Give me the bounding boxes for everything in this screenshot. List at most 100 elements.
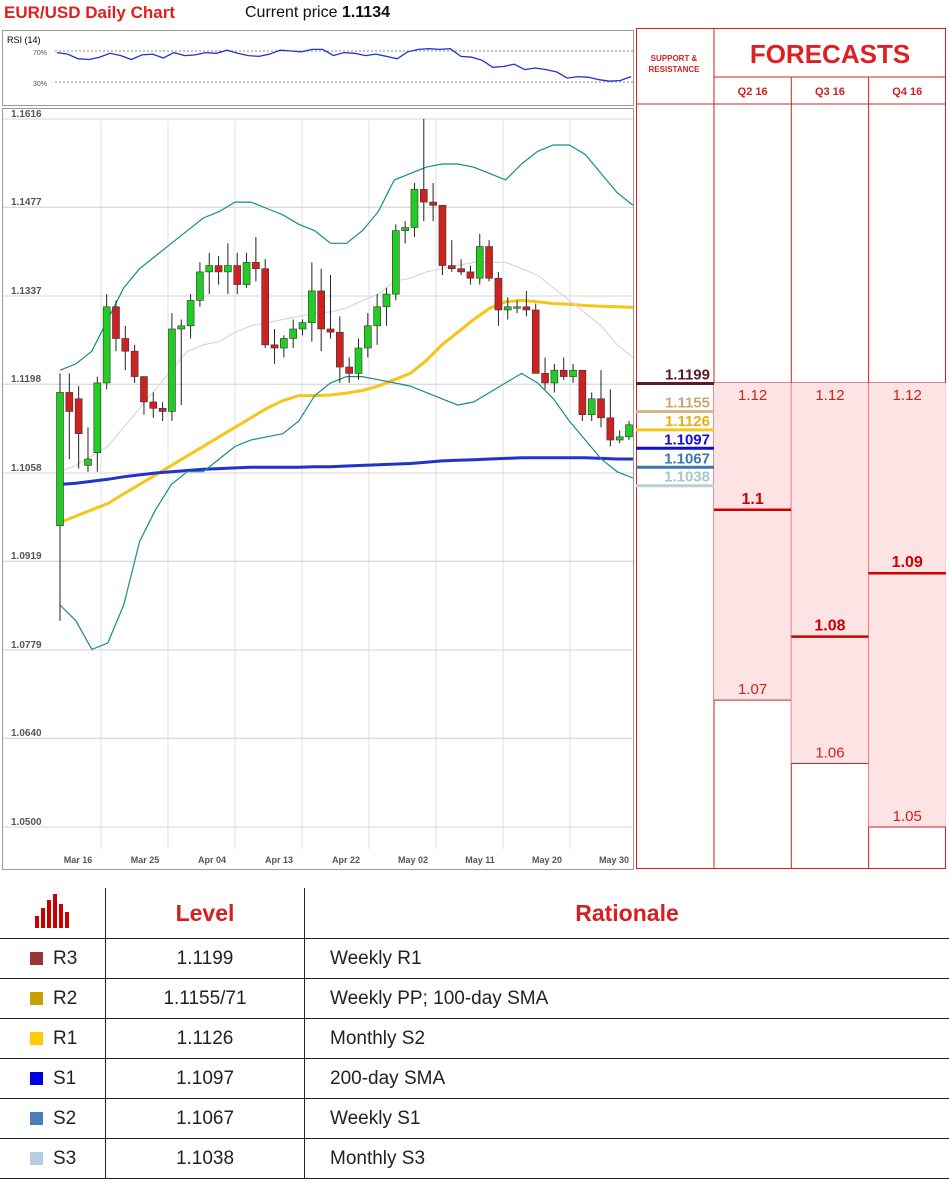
- candle: [364, 325, 372, 349]
- chart-title: EUR/USD Daily Chart: [4, 3, 175, 22]
- level-swatch: [30, 951, 43, 965]
- candle: [382, 293, 391, 308]
- candle: [130, 350, 139, 377]
- level-rationale: 200-day SMA: [304, 1058, 949, 1099]
- x-tick-label: May 02: [398, 855, 428, 865]
- y-tick-label: 1.1616: [11, 109, 42, 120]
- candle: [457, 268, 465, 273]
- candle: [550, 369, 559, 384]
- forecast-range: [714, 382, 792, 701]
- candle: [252, 262, 260, 270]
- candle: [65, 392, 74, 412]
- candle: [308, 290, 316, 323]
- bar-chart-icon: [34, 894, 69, 928]
- table-header-row: Level Rationale: [0, 888, 949, 939]
- candle: [410, 189, 419, 228]
- candle: [429, 201, 437, 206]
- candle: [242, 262, 251, 285]
- candle: [569, 369, 577, 377]
- candle: [214, 265, 223, 273]
- forecast-low: 1.07: [738, 681, 767, 698]
- level-value: 1.1155/71: [105, 978, 305, 1019]
- candle: [625, 424, 633, 438]
- candle: [317, 290, 325, 330]
- level-value: 1.1038: [105, 1138, 305, 1179]
- series-line: [59, 298, 634, 524]
- y-tick-label: 1.0919: [11, 551, 42, 562]
- level-name: R1: [53, 1027, 78, 1049]
- level-rationale: Monthly S3: [304, 1138, 949, 1179]
- candle: [447, 265, 456, 270]
- level-swatch: [30, 991, 43, 1005]
- candle: [102, 306, 111, 384]
- sr-level-label: 1.1155: [665, 394, 710, 411]
- table-icon-cell: [0, 888, 106, 939]
- forecast-low: 1.05: [893, 808, 922, 825]
- candle: [606, 417, 615, 441]
- candle: [503, 306, 512, 311]
- rsi-line: [56, 48, 632, 82]
- forecast-high: 1.12: [738, 387, 767, 404]
- price-chart: 1.1616 1.1477 1.1337 1.1198 1.1058 1.0919 1.07…: [2, 108, 638, 870]
- rsi-level-high: 70%: [33, 50, 47, 57]
- level-value: 1.1126: [105, 1018, 305, 1059]
- rsi-panel: RSI (14) 70% 30%: [2, 30, 634, 106]
- sr-heading-2: RESISTANCE: [649, 65, 701, 74]
- x-tick-label: Mar 25: [131, 855, 160, 865]
- level-value: 1.1097: [105, 1058, 305, 1099]
- sr-level-label: 1.1199: [665, 367, 710, 384]
- candle: [494, 277, 503, 311]
- candle: [401, 227, 409, 231]
- candle: [513, 306, 521, 309]
- forecast-low: 1.06: [815, 745, 844, 762]
- candle: [559, 369, 568, 377]
- level-name: S2: [53, 1107, 77, 1129]
- candle: [615, 436, 624, 441]
- y-tick-label: 1.1198: [11, 374, 41, 385]
- y-tick-label: 1.1477: [11, 197, 42, 208]
- candle: [261, 268, 270, 346]
- candle: [522, 306, 531, 311]
- candle: [466, 271, 475, 279]
- forecast-column-label: Q4 16: [892, 86, 922, 98]
- y-tick-label: 1.1337: [11, 286, 42, 297]
- forecast-panel: SUPPORT & RESISTANCE FORECASTS Q2 16 1.12…: [636, 28, 946, 869]
- current-price-prefix: Current price: [245, 4, 338, 21]
- y-tick-label: 1.0500: [11, 817, 42, 828]
- level-name: R3: [53, 947, 78, 969]
- table-row: R3 1.1199 Weekly R1: [0, 938, 949, 979]
- candle: [112, 306, 120, 339]
- level-name-cell: R1: [0, 1018, 106, 1059]
- current-price-value: 1.1134: [341, 4, 390, 21]
- candle: [56, 392, 64, 526]
- rsi-plot: RSI (14) 70% 30%: [7, 35, 633, 88]
- level-rationale: Weekly S1: [304, 1098, 949, 1139]
- candle: [345, 366, 353, 374]
- level-swatch: [30, 1111, 43, 1125]
- candle: [392, 230, 400, 295]
- candle: [354, 347, 363, 374]
- candle: [336, 331, 344, 368]
- x-tick-label: Apr 22: [332, 855, 360, 865]
- table-row: S2 1.1067 Weekly S1: [0, 1098, 949, 1139]
- candle: [280, 338, 288, 349]
- sr-level-label: 1.1038: [664, 469, 710, 486]
- candle: [485, 246, 493, 279]
- forecast-mid: 1.08: [814, 618, 845, 635]
- candle: [419, 189, 428, 203]
- series-line: [59, 261, 634, 473]
- candle: [121, 338, 130, 352]
- level-name: S3: [53, 1147, 77, 1169]
- level-rationale: Monthly S2: [304, 1018, 949, 1059]
- x-tick-label: Apr 04: [198, 855, 226, 865]
- level-name-cell: R2: [0, 978, 106, 1019]
- candle: [186, 300, 195, 327]
- x-tick-label: May 30: [599, 855, 629, 865]
- level-rationale: Weekly PP; 100-day SMA: [304, 978, 949, 1019]
- candle: [177, 325, 186, 330]
- x-tick-label: Mar 16: [64, 855, 93, 865]
- forecasts-title: FORECASTS: [750, 39, 910, 69]
- candle: [224, 265, 232, 273]
- y-tick-label: 1.1058: [11, 463, 42, 474]
- forecast-high: 1.12: [893, 387, 922, 404]
